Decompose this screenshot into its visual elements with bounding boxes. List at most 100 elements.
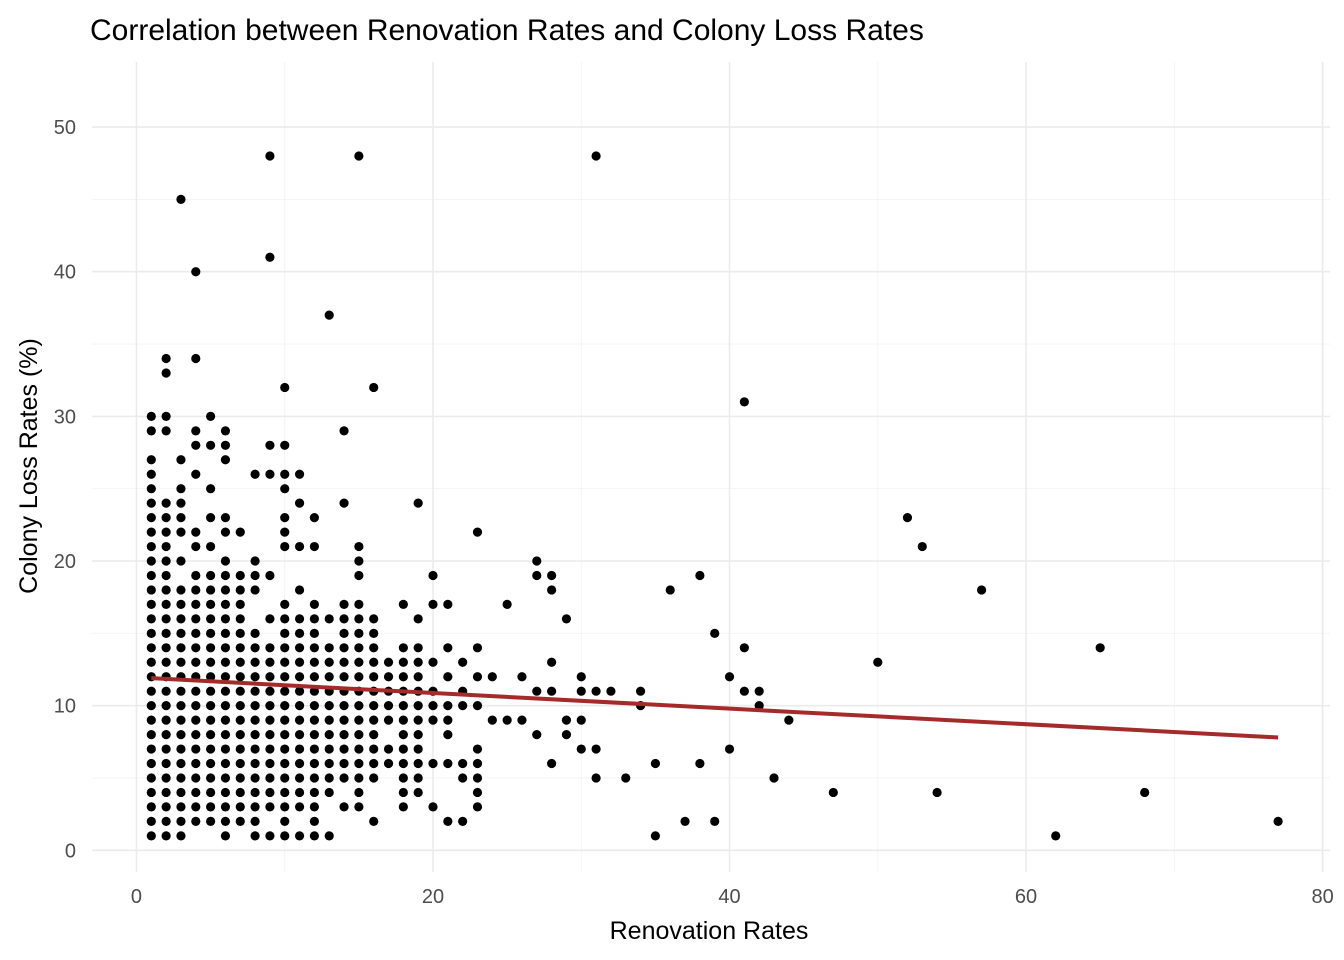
data-point (354, 701, 364, 711)
data-point (354, 643, 364, 653)
data-point (146, 556, 156, 566)
data-point (280, 686, 290, 696)
data-point (235, 628, 245, 638)
data-point (309, 513, 319, 523)
data-point (220, 513, 231, 523)
data-point (161, 643, 171, 653)
data-point (369, 672, 379, 682)
data-point (443, 672, 453, 682)
data-point (146, 455, 156, 465)
x-tick-label: 80 (1311, 886, 1333, 908)
data-point (339, 628, 349, 638)
data-point (309, 744, 319, 754)
data-point (191, 353, 201, 364)
data-point (161, 585, 171, 595)
data-point (428, 570, 438, 581)
data-point (369, 758, 379, 769)
data-point (176, 614, 186, 624)
data-point (280, 701, 290, 711)
data-point (280, 657, 290, 667)
data-point (206, 614, 216, 624)
data-point (265, 672, 275, 682)
data-point (724, 744, 735, 754)
data-point (235, 599, 245, 610)
data-point (161, 498, 171, 508)
data-point (561, 614, 572, 624)
data-point (280, 440, 290, 450)
data-point (339, 701, 349, 711)
data-point (146, 411, 156, 421)
data-point (976, 585, 987, 595)
data-point (220, 672, 231, 682)
data-point (339, 614, 349, 624)
data-point (235, 585, 245, 595)
data-point (220, 628, 231, 638)
data-point (458, 758, 468, 769)
data-point (458, 657, 468, 667)
data-point (191, 643, 201, 653)
data-point (265, 252, 275, 262)
data-point (235, 686, 245, 696)
data-point (206, 787, 216, 798)
data-point (146, 831, 156, 841)
data-point (191, 541, 201, 552)
data-point (161, 541, 171, 552)
data-point (369, 657, 379, 667)
data-point (710, 628, 720, 638)
data-point (220, 643, 231, 653)
data-point (176, 599, 186, 610)
data-point (146, 643, 156, 653)
data-point (176, 585, 186, 595)
data-point (1095, 643, 1105, 653)
data-point (161, 773, 171, 783)
data-point (146, 628, 156, 638)
data-point (828, 787, 838, 798)
data-point (354, 556, 364, 566)
data-point (517, 715, 527, 725)
data-point (206, 773, 216, 783)
data-point (161, 599, 171, 610)
data-point (324, 773, 334, 783)
data-point (280, 831, 290, 841)
data-point (235, 715, 245, 725)
data-point (220, 599, 231, 610)
data-point (220, 715, 231, 725)
data-point (176, 686, 186, 696)
data-point (739, 686, 749, 696)
data-point (324, 643, 334, 653)
data-point (294, 541, 305, 552)
data-point (235, 657, 245, 667)
data-point (547, 585, 557, 595)
data-point (294, 773, 305, 783)
trend-line-group (151, 676, 1279, 740)
data-point (191, 267, 201, 277)
data-point (428, 758, 438, 769)
data-point (220, 802, 231, 812)
data-point (324, 744, 334, 754)
data-point (220, 744, 231, 754)
data-point (191, 426, 201, 436)
data-point (206, 570, 216, 581)
data-point (146, 527, 156, 537)
data-point (206, 585, 216, 595)
data-point (547, 686, 557, 696)
data-point (547, 758, 557, 769)
data-point (146, 614, 156, 624)
data-point (294, 585, 305, 595)
data-point (769, 773, 779, 783)
data-point (265, 773, 275, 783)
data-point (265, 686, 275, 696)
data-point (650, 758, 661, 769)
data-point (309, 614, 319, 624)
data-point (161, 657, 171, 667)
data-point (250, 570, 260, 581)
data-point (220, 773, 231, 783)
data-point (309, 758, 319, 769)
data-point (576, 715, 586, 725)
data-point (294, 715, 305, 725)
data-point (220, 816, 231, 826)
data-point (621, 773, 631, 783)
data-point (280, 382, 290, 393)
data-point (280, 513, 290, 523)
data-point (176, 773, 186, 783)
